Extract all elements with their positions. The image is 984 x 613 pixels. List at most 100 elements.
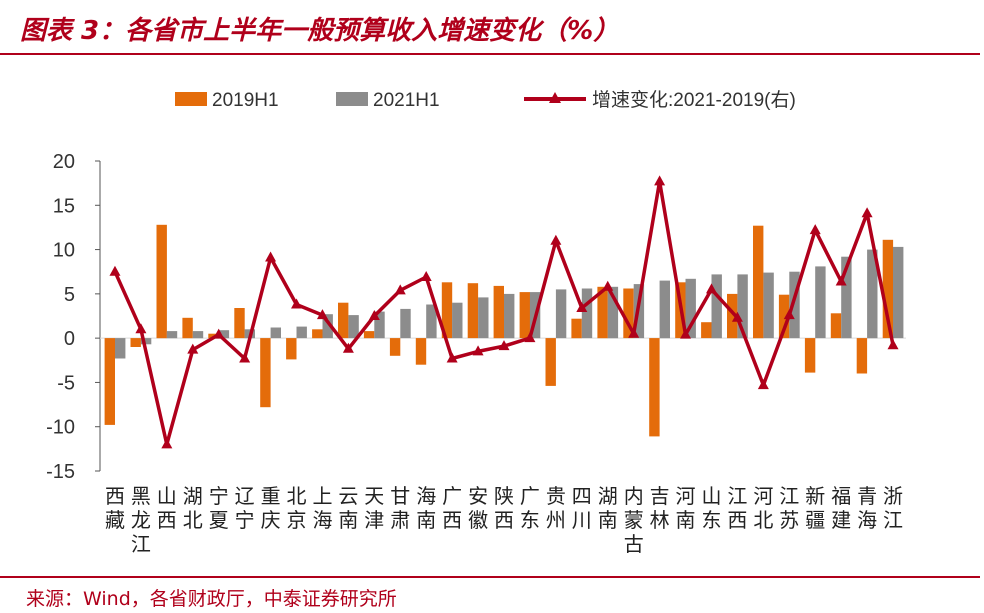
x-tick-label: 内蒙古 xyxy=(624,485,644,556)
line-point-change xyxy=(446,352,458,363)
bar-2019h1 xyxy=(104,338,115,425)
bar-2021h1 xyxy=(218,330,230,339)
bar-2021h1 xyxy=(166,331,178,339)
x-tick-label: 甘肃 xyxy=(390,485,410,532)
legend-label-2021h1: 2021H1 xyxy=(373,90,440,111)
bar-2019h1 xyxy=(156,224,167,339)
line-point-change xyxy=(109,265,121,276)
line-point-change xyxy=(628,327,640,338)
x-tick-label: 贵州 xyxy=(546,485,566,532)
y-tick-label: -5 xyxy=(57,372,75,394)
bar-2019h1 xyxy=(467,283,479,339)
x-tick-label: 湖南 xyxy=(598,485,618,532)
line-point-change xyxy=(291,298,303,309)
line-point-change xyxy=(368,310,380,320)
bar-2019h1 xyxy=(727,293,738,339)
x-tick-label: 北京 xyxy=(287,485,307,532)
bar-2021h1 xyxy=(737,274,748,339)
x-tick-label: 广东 xyxy=(520,485,540,532)
line-point-change xyxy=(342,342,354,353)
legend-label-change: 增速变化:2021-2019(右) xyxy=(592,89,796,111)
bar-2021h1 xyxy=(348,315,359,339)
x-tick-label: 吉林 xyxy=(650,485,670,532)
bar-2021h1 xyxy=(322,314,333,339)
bar-2021h1 xyxy=(659,280,670,339)
bar-2021h1 xyxy=(555,289,567,339)
x-tick-label: 黑龙江 xyxy=(131,486,151,556)
x-tick-label: 山东 xyxy=(702,485,722,532)
bar-2021h1 xyxy=(296,326,307,339)
bar-2021h1 xyxy=(140,338,152,345)
line-point-change xyxy=(135,323,147,334)
bar-2021h1 xyxy=(374,311,385,339)
line-point-change xyxy=(265,251,277,262)
x-tick-label: 西藏 xyxy=(105,486,125,532)
x-tick-label: 上海 xyxy=(313,485,333,532)
bar-2021h1 xyxy=(763,272,774,339)
line-point-change xyxy=(213,328,225,339)
line-series xyxy=(109,175,899,449)
x-tick-label: 辽宁 xyxy=(235,485,255,532)
x-tick-label: 福建 xyxy=(831,485,851,532)
bar-2021h1 xyxy=(581,288,593,339)
bar-2019h1 xyxy=(415,338,427,365)
bar-2021h1 xyxy=(685,278,696,339)
bar-2019h1 xyxy=(753,225,764,339)
line-point-change xyxy=(680,328,692,339)
bar-2019h1 xyxy=(882,239,894,339)
bar-2019h1 xyxy=(234,308,245,339)
x-axis-labels: 西藏黑龙江山西湖北宁夏辽宁重庆北京上海云南天津甘肃海南广西安徽陕西广东贵州四川湖… xyxy=(105,485,903,556)
bar-2021h1 xyxy=(452,302,463,339)
bar-2019h1 xyxy=(260,338,271,408)
bar-2021h1 xyxy=(815,266,826,339)
bar-2019h1 xyxy=(701,322,712,339)
y-tick-label: 5 xyxy=(64,284,75,306)
x-tick-label: 重庆 xyxy=(261,485,281,532)
bar-2021h1 xyxy=(504,293,515,339)
line-point-change xyxy=(705,283,717,294)
x-tick-label: 河南 xyxy=(676,485,696,532)
line-point-change xyxy=(602,280,614,291)
line-point-change xyxy=(187,343,199,354)
line-point-change xyxy=(472,345,484,356)
y-tick-label: 10 xyxy=(53,240,75,262)
footer-divider xyxy=(0,576,980,578)
x-tick-label: 海南 xyxy=(416,485,436,532)
line-point-change xyxy=(161,438,173,449)
bar-2019h1 xyxy=(286,338,297,360)
x-tick-label: 湖北 xyxy=(183,485,203,532)
x-tick-label: 山西 xyxy=(157,485,177,532)
bar-2019h1 xyxy=(363,331,375,339)
line-point-change xyxy=(731,311,743,322)
x-tick-label: 宁夏 xyxy=(209,485,229,532)
x-tick-label: 江西 xyxy=(727,485,747,532)
x-tick-label: 广西 xyxy=(442,485,462,532)
legend-swatch-2019h1 xyxy=(175,92,207,106)
line-point-change xyxy=(550,234,562,245)
bar-2021h1 xyxy=(192,331,204,339)
bar-2019h1 xyxy=(623,288,634,339)
bar-2021h1 xyxy=(893,246,904,339)
line-point-change xyxy=(654,175,666,186)
bar-2019h1 xyxy=(389,338,401,356)
x-tick-label: 新疆 xyxy=(805,485,825,532)
legend-swatch-2021h1 xyxy=(336,92,368,106)
chart-title: 图表 3：各省市上半年一般预算收入增速变化（%） xyxy=(20,16,620,46)
line-point-change xyxy=(757,379,769,390)
bar-2019h1 xyxy=(130,338,141,347)
y-tick-label: 15 xyxy=(53,195,75,217)
bar-2019h1 xyxy=(804,338,816,373)
x-tick-label: 陕西 xyxy=(494,485,514,532)
legend-marker-change xyxy=(549,92,561,103)
legend-label-2019h1: 2019H1 xyxy=(212,90,279,111)
chart-area: 2019H1 2021H1 增速变化:2021-2019(右) 20 15 10 5 0… xyxy=(46,89,906,556)
x-tick-label: 云南 xyxy=(338,486,358,532)
x-tick-label: 河北 xyxy=(753,485,773,532)
line-point-change xyxy=(861,207,873,218)
bar-2021h1 xyxy=(478,297,489,339)
line-point-change xyxy=(835,275,847,286)
bar-2019h1 xyxy=(493,285,504,339)
line-point-change xyxy=(576,302,588,313)
line-point-change xyxy=(809,224,821,235)
line-point-change xyxy=(316,309,328,320)
